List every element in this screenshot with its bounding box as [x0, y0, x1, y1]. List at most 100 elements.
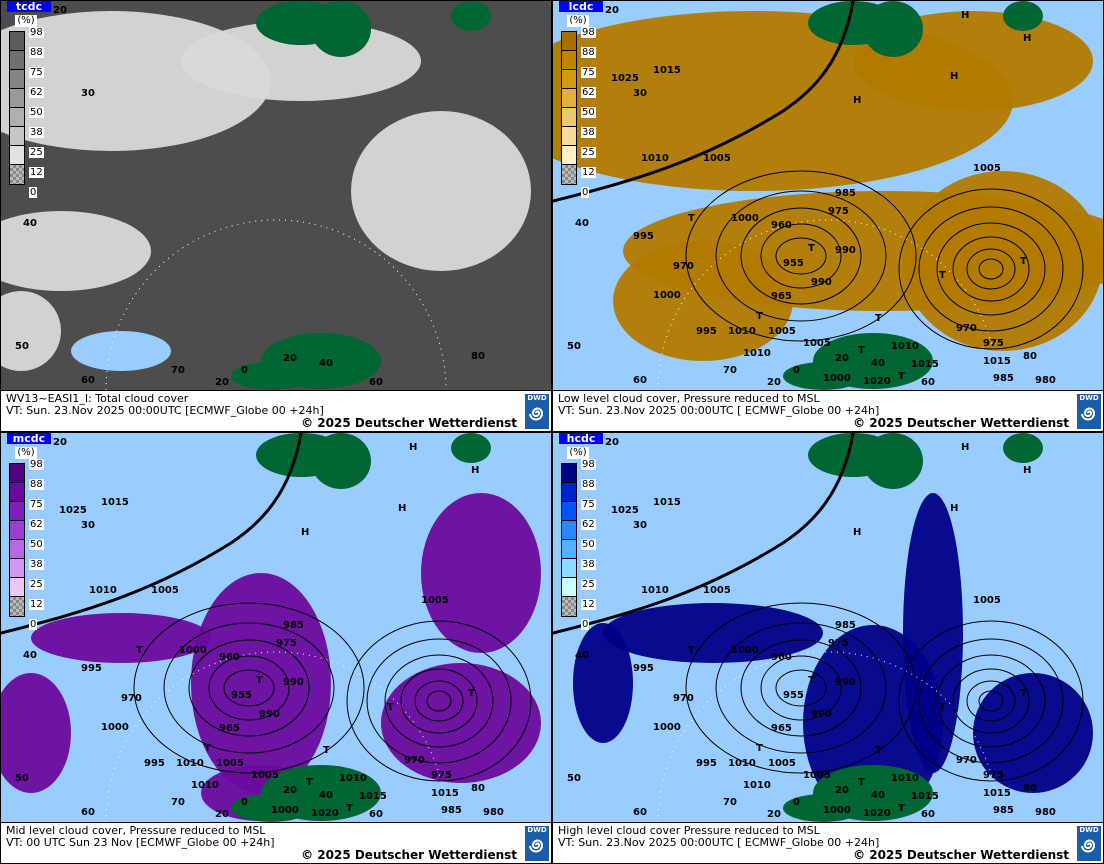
pressure-label: 975 [276, 638, 297, 649]
pressure-label: 1010 [743, 780, 771, 791]
low-pressure-label: T [468, 688, 475, 699]
grid-label: 20 [605, 437, 619, 448]
legend-swatch [562, 483, 576, 502]
pressure-label: 1010 [191, 780, 219, 791]
grid-label: 20 [605, 5, 619, 16]
color-legend: lcdc (%) 98 88 75 62 50 38 25 12 0 [559, 1, 603, 201]
pressure-label: 1005 [216, 758, 244, 769]
pressure-label: 990 [811, 709, 832, 720]
map-panel-mcdc: 1025 1015 1010 1005 1000 995 990 985 975 970 975 98… [0, 432, 552, 864]
legend-tick: 62 [29, 87, 44, 98]
legend-tick: 50 [581, 107, 596, 118]
low-pressure-label: T [808, 675, 815, 686]
grid-label: 30 [81, 520, 95, 531]
legend-swatch [562, 502, 576, 521]
swirl-icon [529, 407, 543, 421]
legend-tick: 38 [29, 559, 44, 570]
swirl-icon [1081, 839, 1095, 853]
low-pressure-label: T [898, 803, 905, 814]
land-area [863, 1, 923, 57]
low-pressure-label: T [808, 243, 815, 254]
pressure-label: 980 [1035, 375, 1056, 386]
pressure-label: 995 [696, 758, 717, 769]
legend-swatch [10, 127, 24, 146]
high-pressure-label: H [1023, 33, 1031, 44]
legend-colorbar [561, 463, 577, 617]
color-legend: mcdc (%) 98 88 75 62 50 38 25 12 0 [7, 433, 51, 633]
legend-tick: 38 [581, 559, 596, 570]
pressure-label: 1010 [728, 326, 756, 337]
legend-tick: 0 [29, 187, 38, 198]
grid-label: 60 [369, 809, 383, 820]
grid-label: 40 [871, 790, 885, 801]
legend-unit: (%) [15, 15, 37, 27]
pressure-label: 1025 [611, 505, 639, 516]
pressure-label: 985 [835, 620, 856, 631]
pressure-label: 985 [993, 373, 1014, 384]
high-pressure-label: H [1023, 465, 1031, 476]
legend-tick: 25 [29, 147, 44, 158]
legend-swatch [562, 51, 576, 70]
pressure-label: 965 [771, 723, 792, 734]
legend-swatch [10, 521, 24, 540]
pressure-label: 1010 [728, 758, 756, 769]
pressure-label: 970 [956, 755, 977, 766]
pressure-label: 960 [771, 220, 792, 231]
pressure-label: 990 [835, 245, 856, 256]
grid-label: 30 [81, 88, 95, 99]
map-area: 1025 1015 1010 1005 1000 995 990 985 975 970 975 98… [553, 1, 1103, 390]
legend-swatch [10, 108, 24, 127]
isobar [978, 258, 1004, 280]
grid-label: 80 [1023, 351, 1037, 362]
pressure-label: 995 [144, 758, 165, 769]
low-pressure-label: T [1020, 688, 1027, 699]
grid-label: 0 [793, 365, 800, 376]
legend-swatch [10, 578, 24, 597]
pressure-label: 1005 [803, 770, 831, 781]
legend-tick: 50 [29, 539, 44, 550]
low-pressure-label: T [688, 213, 695, 224]
pressure-label: 955 [783, 690, 804, 701]
low-pressure-label: T [756, 311, 763, 322]
copyright: © 2025 Deutscher Wetterdienst [301, 416, 517, 430]
map-area: 20 30 40 50 60 70 20 0 20 40 60 80 tcdc (%) 98 88 75 62 50… [1, 1, 551, 390]
grid-label: 50 [15, 341, 29, 352]
isobar [346, 620, 532, 782]
pressure-label: 970 [404, 755, 425, 766]
land-area [783, 794, 863, 822]
legend-tick: 50 [29, 107, 44, 118]
legend-unit: (%) [567, 447, 589, 459]
map-canvas: 1025 1015 1010 1005 1000 995 990 985 975 970 975 98… [553, 433, 1103, 822]
grid-label: 50 [15, 773, 29, 784]
isobar [188, 639, 310, 737]
pressure-label: 1010 [89, 585, 117, 596]
copyright: © 2025 Deutscher Wetterdienst [853, 848, 1069, 862]
grid-label: 60 [369, 377, 383, 388]
legend-tick: 62 [581, 87, 596, 98]
isobar [978, 690, 1004, 712]
isobar [426, 690, 452, 712]
legend-swatch [10, 32, 24, 51]
grid-label: 20 [53, 437, 67, 448]
legend-colorbar [561, 31, 577, 185]
land-area [1003, 1, 1043, 31]
legend-swatch [10, 51, 24, 70]
pressure-label: 985 [993, 805, 1014, 816]
grid-label: 70 [723, 797, 737, 808]
grid-label: 40 [575, 650, 589, 661]
legend-swatch [562, 146, 576, 165]
legend-swatch [562, 464, 576, 483]
low-pressure-label: T [323, 745, 330, 756]
legend-swatch [562, 108, 576, 127]
pressure-label: 985 [835, 188, 856, 199]
grid-label: 80 [1023, 783, 1037, 794]
low-pressure-label: T [688, 645, 695, 656]
legend-tick: 12 [29, 167, 44, 178]
grid-label: 40 [575, 218, 589, 229]
legend-swatch [562, 559, 576, 578]
legend-colorbar [9, 463, 25, 617]
grid-label: 40 [319, 790, 333, 801]
legend-title: tcdc [7, 1, 51, 12]
grid-label: 70 [171, 797, 185, 808]
pressure-label: 1015 [983, 356, 1011, 367]
